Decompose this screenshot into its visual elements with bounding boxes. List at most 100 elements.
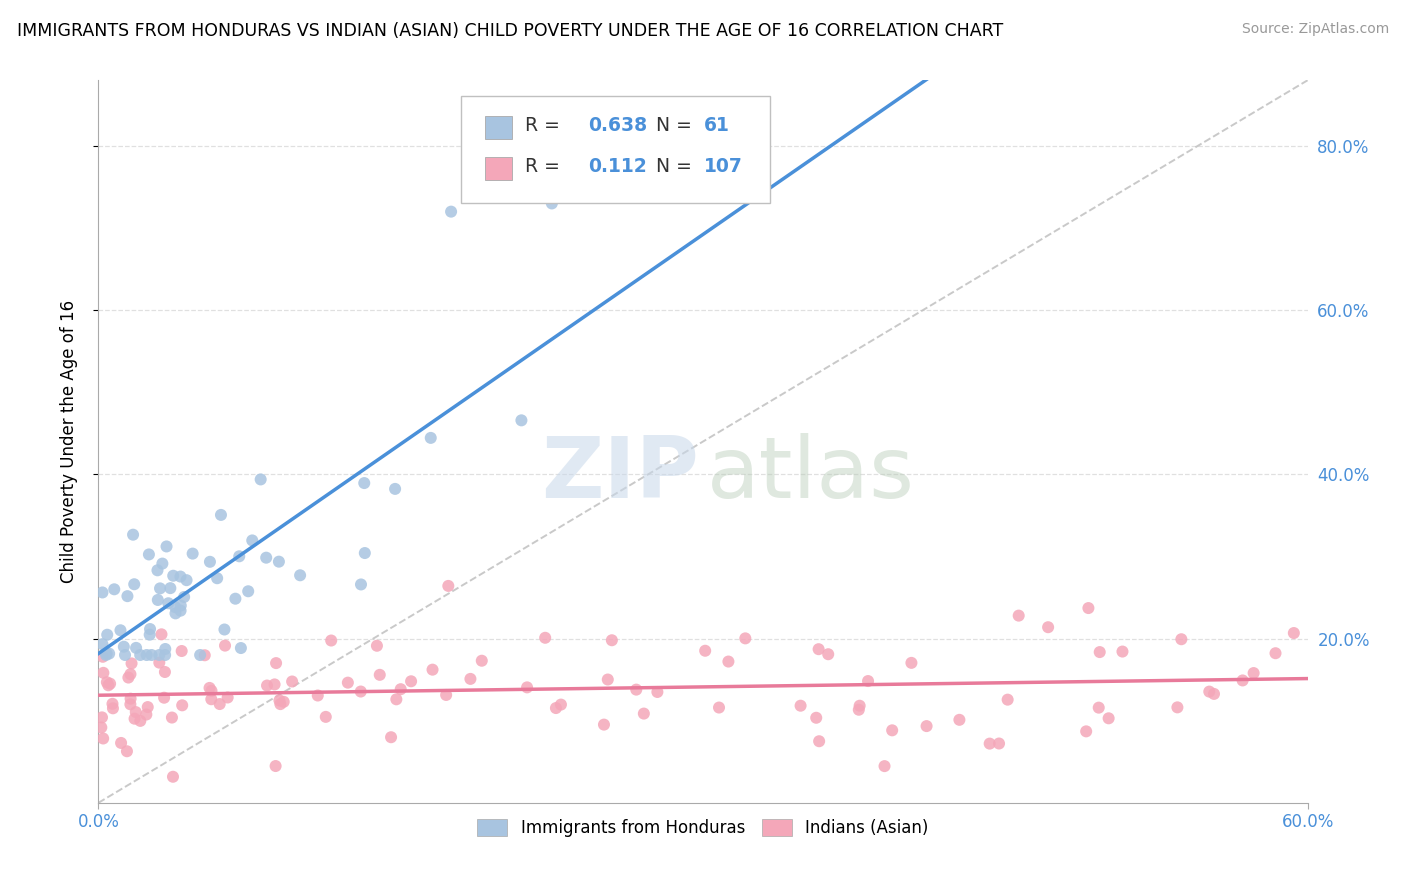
Point xyxy=(1008,608,1031,623)
Point xyxy=(267,555,290,569)
Point xyxy=(399,674,422,689)
Point xyxy=(194,648,217,663)
Point xyxy=(626,682,648,697)
Point xyxy=(96,675,118,690)
Point xyxy=(124,712,146,726)
Point xyxy=(817,647,839,661)
Point xyxy=(146,563,169,577)
Point xyxy=(141,648,163,662)
Point xyxy=(110,736,132,750)
Point xyxy=(139,622,162,636)
Point xyxy=(138,628,160,642)
Point xyxy=(121,657,143,671)
Point xyxy=(157,596,180,610)
Text: IMMIGRANTS FROM HONDURAS VS INDIAN (ASIAN) CHILD POVERTY UNDER THE AGE OF 16 COR: IMMIGRANTS FROM HONDURAS VS INDIAN (ASIA… xyxy=(17,22,1002,40)
Point xyxy=(214,623,236,637)
Point xyxy=(117,671,139,685)
Point xyxy=(384,482,406,496)
Point xyxy=(534,631,557,645)
Point xyxy=(173,590,195,604)
Point xyxy=(807,642,830,657)
Point xyxy=(120,698,142,712)
Point xyxy=(238,584,260,599)
Point xyxy=(789,698,811,713)
Point xyxy=(98,676,121,690)
Point xyxy=(647,685,669,699)
Point xyxy=(544,701,567,715)
Text: 0.638: 0.638 xyxy=(588,116,647,136)
Point xyxy=(91,585,114,599)
Point xyxy=(176,573,198,587)
Point xyxy=(440,204,463,219)
Legend: Immigrants from Honduras, Indians (Asian): Immigrants from Honduras, Indians (Asian… xyxy=(470,810,936,845)
Point xyxy=(717,655,740,669)
Text: 61: 61 xyxy=(704,116,730,136)
Point xyxy=(229,641,252,656)
Point xyxy=(988,737,1011,751)
Point xyxy=(366,639,388,653)
Point xyxy=(385,692,408,706)
Point xyxy=(1111,644,1133,658)
Point xyxy=(135,707,157,722)
Point xyxy=(153,648,176,662)
Point xyxy=(915,719,938,733)
Point xyxy=(264,656,287,670)
Point xyxy=(1243,666,1265,681)
Point xyxy=(125,705,148,719)
Point xyxy=(734,632,756,646)
Point xyxy=(269,697,291,711)
Point xyxy=(419,431,441,445)
Point xyxy=(422,663,444,677)
Text: Source: ZipAtlas.com: Source: ZipAtlas.com xyxy=(1241,22,1389,37)
Point xyxy=(695,644,717,658)
Point xyxy=(240,533,263,548)
Point xyxy=(148,656,170,670)
Point xyxy=(159,581,181,595)
FancyBboxPatch shape xyxy=(485,116,512,139)
Point xyxy=(153,665,176,679)
Point xyxy=(350,577,373,591)
Point xyxy=(160,710,183,724)
Point xyxy=(321,633,343,648)
Point xyxy=(1232,673,1254,688)
Point xyxy=(1198,684,1220,698)
Point xyxy=(198,681,221,695)
Point xyxy=(103,582,125,597)
Point xyxy=(169,604,191,618)
Point xyxy=(96,647,118,661)
Point xyxy=(264,759,287,773)
Point xyxy=(600,633,623,648)
Point xyxy=(254,550,277,565)
Point xyxy=(188,648,211,662)
Point xyxy=(162,568,184,582)
Point xyxy=(172,698,194,713)
Point xyxy=(281,674,304,689)
Point xyxy=(214,639,236,653)
Text: ZIP: ZIP xyxy=(541,433,699,516)
Point xyxy=(848,698,870,713)
Point xyxy=(1282,626,1305,640)
Point xyxy=(848,703,870,717)
Text: R =: R = xyxy=(526,158,572,177)
Point xyxy=(1036,620,1059,634)
Point xyxy=(1098,711,1121,725)
Point xyxy=(150,557,173,571)
Point xyxy=(808,734,831,748)
Point xyxy=(122,527,145,541)
Point xyxy=(90,721,112,735)
Point xyxy=(120,691,142,706)
Text: 0.112: 0.112 xyxy=(588,158,647,177)
Point xyxy=(208,697,231,711)
Point xyxy=(94,648,117,662)
Point xyxy=(122,577,145,591)
Point xyxy=(856,674,879,689)
Point xyxy=(1264,646,1286,660)
Point xyxy=(129,714,152,728)
Point xyxy=(153,690,176,705)
Point xyxy=(471,654,494,668)
Point xyxy=(1076,724,1098,739)
Point xyxy=(169,569,191,583)
Point xyxy=(198,555,221,569)
Point xyxy=(155,642,177,657)
Point xyxy=(110,624,132,638)
